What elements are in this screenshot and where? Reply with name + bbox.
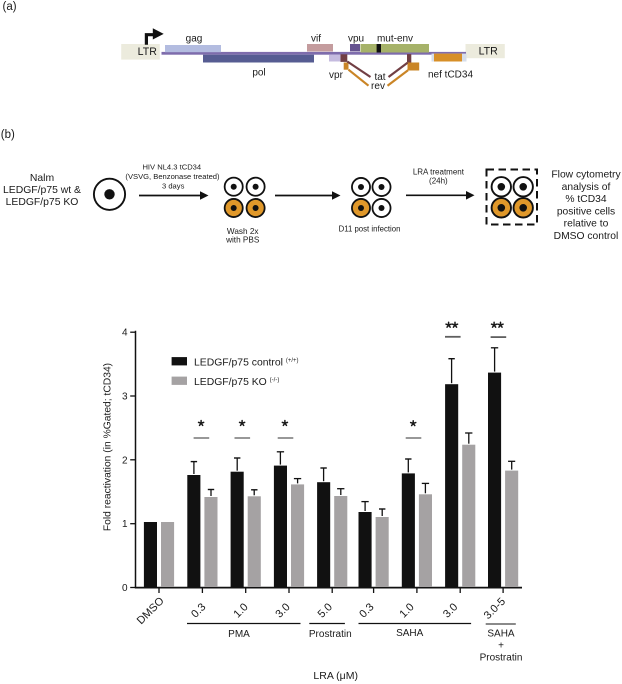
svg-text:1: 1 — [122, 519, 128, 530]
svg-text:SAHA: SAHA — [396, 628, 424, 639]
svg-text:Fold reactivation (in %Gated;: Fold reactivation (in %Gated; tCD34) — [103, 363, 114, 531]
svg-text:LRA treatment: LRA treatment — [413, 167, 465, 176]
svg-text:with PBS: with PBS — [225, 235, 260, 244]
svg-text:rev: rev — [371, 81, 385, 92]
svg-text:LEDGF/p75 control (+/+): LEDGF/p75 control (+/+) — [194, 358, 299, 369]
svg-text:nef tCD34: nef tCD34 — [428, 70, 473, 81]
svg-text:tat: tat — [374, 72, 385, 83]
svg-text:0: 0 — [122, 583, 128, 594]
svg-text:1.0: 1.0 — [397, 601, 416, 620]
svg-text:LEDGF/p75 KO (-/-): LEDGF/p75 KO (-/-) — [194, 377, 279, 388]
svg-text:+: + — [498, 641, 504, 652]
svg-text:Wash 2x: Wash 2x — [227, 227, 259, 236]
svg-text:LRA (μM): LRA (μM) — [313, 670, 358, 682]
svg-text:(VSVG, Benzonase treated): (VSVG, Benzonase treated) — [125, 172, 220, 181]
svg-text:3 days: 3 days — [162, 181, 185, 190]
svg-text:0.3: 0.3 — [357, 601, 376, 620]
svg-text:LEDGF/p75 KO: LEDGF/p75 KO — [6, 197, 79, 208]
svg-text:(b): (b) — [1, 129, 15, 141]
svg-text:LTR: LTR — [138, 46, 158, 58]
svg-text:LTR: LTR — [479, 46, 499, 58]
svg-text:mut-env: mut-env — [377, 34, 413, 45]
svg-text:% tCD34: % tCD34 — [565, 194, 606, 205]
svg-text:relative to: relative to — [564, 219, 609, 230]
svg-text:3.0: 3.0 — [273, 601, 292, 620]
svg-text:gag: gag — [186, 34, 203, 45]
svg-text:(a): (a) — [3, 1, 17, 13]
svg-text:Prostratin: Prostratin — [309, 629, 352, 640]
svg-text:3.0-5: 3.0-5 — [482, 596, 508, 622]
svg-text:positive cells: positive cells — [557, 206, 615, 217]
svg-text:Nalm: Nalm — [30, 173, 54, 184]
svg-text:3.0: 3.0 — [441, 601, 460, 620]
svg-text:4: 4 — [122, 328, 128, 339]
svg-text:3: 3 — [122, 392, 128, 403]
svg-text:5.0: 5.0 — [316, 601, 335, 620]
svg-text:DMSO control: DMSO control — [554, 231, 619, 242]
svg-text:analysis of: analysis of — [562, 182, 611, 193]
svg-text:0.3: 0.3 — [189, 601, 208, 620]
svg-text:Flow cytometry: Flow cytometry — [551, 170, 621, 181]
svg-text:SAHA: SAHA — [487, 629, 515, 640]
svg-text:(24h): (24h) — [429, 176, 448, 185]
svg-text:Prostratin: Prostratin — [480, 653, 523, 664]
svg-text:2: 2 — [122, 455, 128, 466]
svg-text:D11 post infection: D11 post infection — [339, 225, 401, 234]
svg-text:LEDGF/p75 wt &: LEDGF/p75 wt & — [3, 185, 81, 196]
svg-text:HIV NL4.3 tCD34: HIV NL4.3 tCD34 — [142, 163, 201, 172]
svg-text:vpr: vpr — [329, 70, 344, 81]
svg-text:1.0: 1.0 — [231, 601, 250, 620]
svg-text:PMA: PMA — [228, 629, 250, 640]
svg-text:vpu: vpu — [348, 34, 364, 45]
svg-text:DMSO: DMSO — [135, 595, 167, 627]
svg-text:pol: pol — [252, 68, 265, 79]
svg-text:vif: vif — [311, 34, 321, 45]
